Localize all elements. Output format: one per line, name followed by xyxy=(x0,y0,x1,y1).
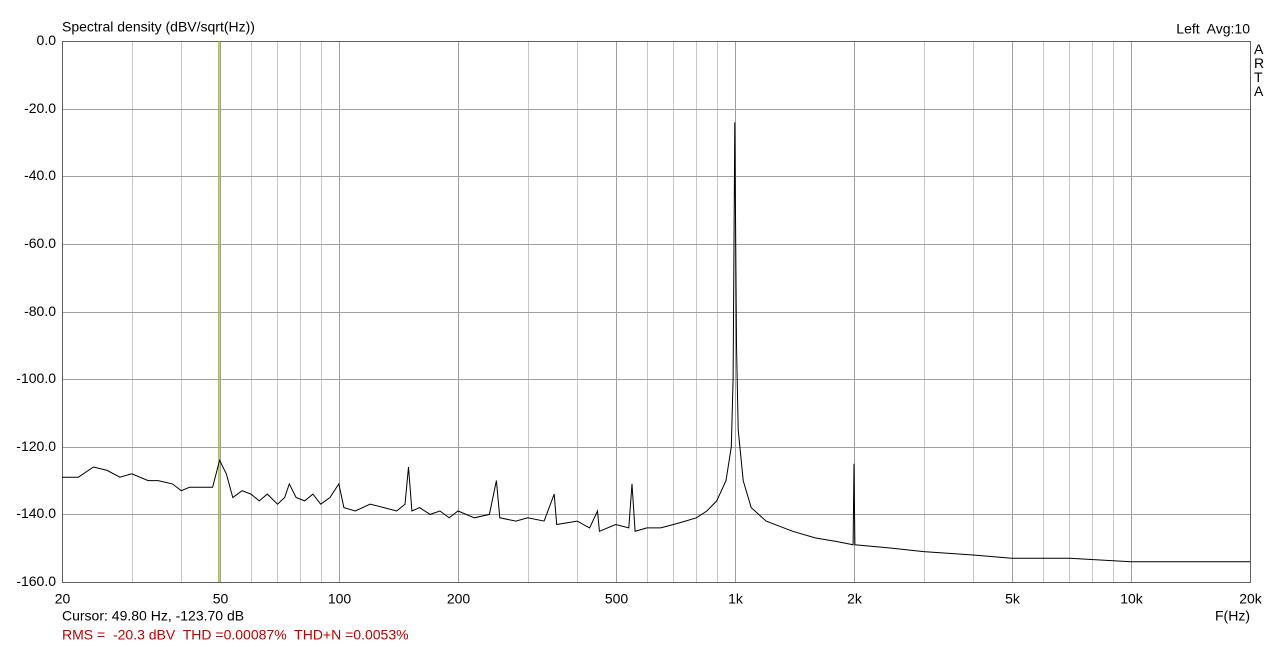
y-tick-label: -100.0 xyxy=(16,370,56,386)
x-tick-label: 2k xyxy=(847,591,863,607)
spectrum-line xyxy=(62,122,1250,563)
x-tick-label: 200 xyxy=(447,591,471,607)
y-tick-label: -40.0 xyxy=(24,167,56,183)
cursor-readout: Cursor: 49.80 Hz, -123.70 dB xyxy=(62,608,244,624)
x-tick-label: 500 xyxy=(605,591,629,607)
y-tick-label: -140.0 xyxy=(16,505,56,521)
x-axis-label: F(Hz) xyxy=(1215,608,1250,624)
plot-area xyxy=(62,41,1250,582)
y-tick-label: -160.0 xyxy=(16,573,56,589)
y-tick-label: -60.0 xyxy=(24,235,56,251)
brand: ARTA xyxy=(1254,41,1265,99)
x-tick-label: 10k xyxy=(1120,591,1144,607)
plot-frame xyxy=(62,41,1251,583)
x-tick-label: 20k xyxy=(1239,591,1263,607)
summary: RMS = -20.3 dBV THD =0.00087% THD+N =0.0… xyxy=(62,627,409,643)
y-tick-label: -120.0 xyxy=(16,438,56,454)
y-tick-label: -20.0 xyxy=(24,100,56,116)
y-tick-label: 0.0 xyxy=(37,32,57,48)
x-tick-label: 50 xyxy=(213,591,229,607)
x-tick-label: 5k xyxy=(1005,591,1021,607)
channel-info: Left Avg:10 xyxy=(1176,21,1250,37)
y-tick-label: -80.0 xyxy=(24,303,56,319)
x-tick-label: 20 xyxy=(55,591,71,607)
x-tick-label: 1k xyxy=(728,591,744,607)
x-tick-label: 100 xyxy=(328,591,352,607)
chart-title: Spectral density (dBV/sqrt(Hz)) xyxy=(62,19,255,35)
